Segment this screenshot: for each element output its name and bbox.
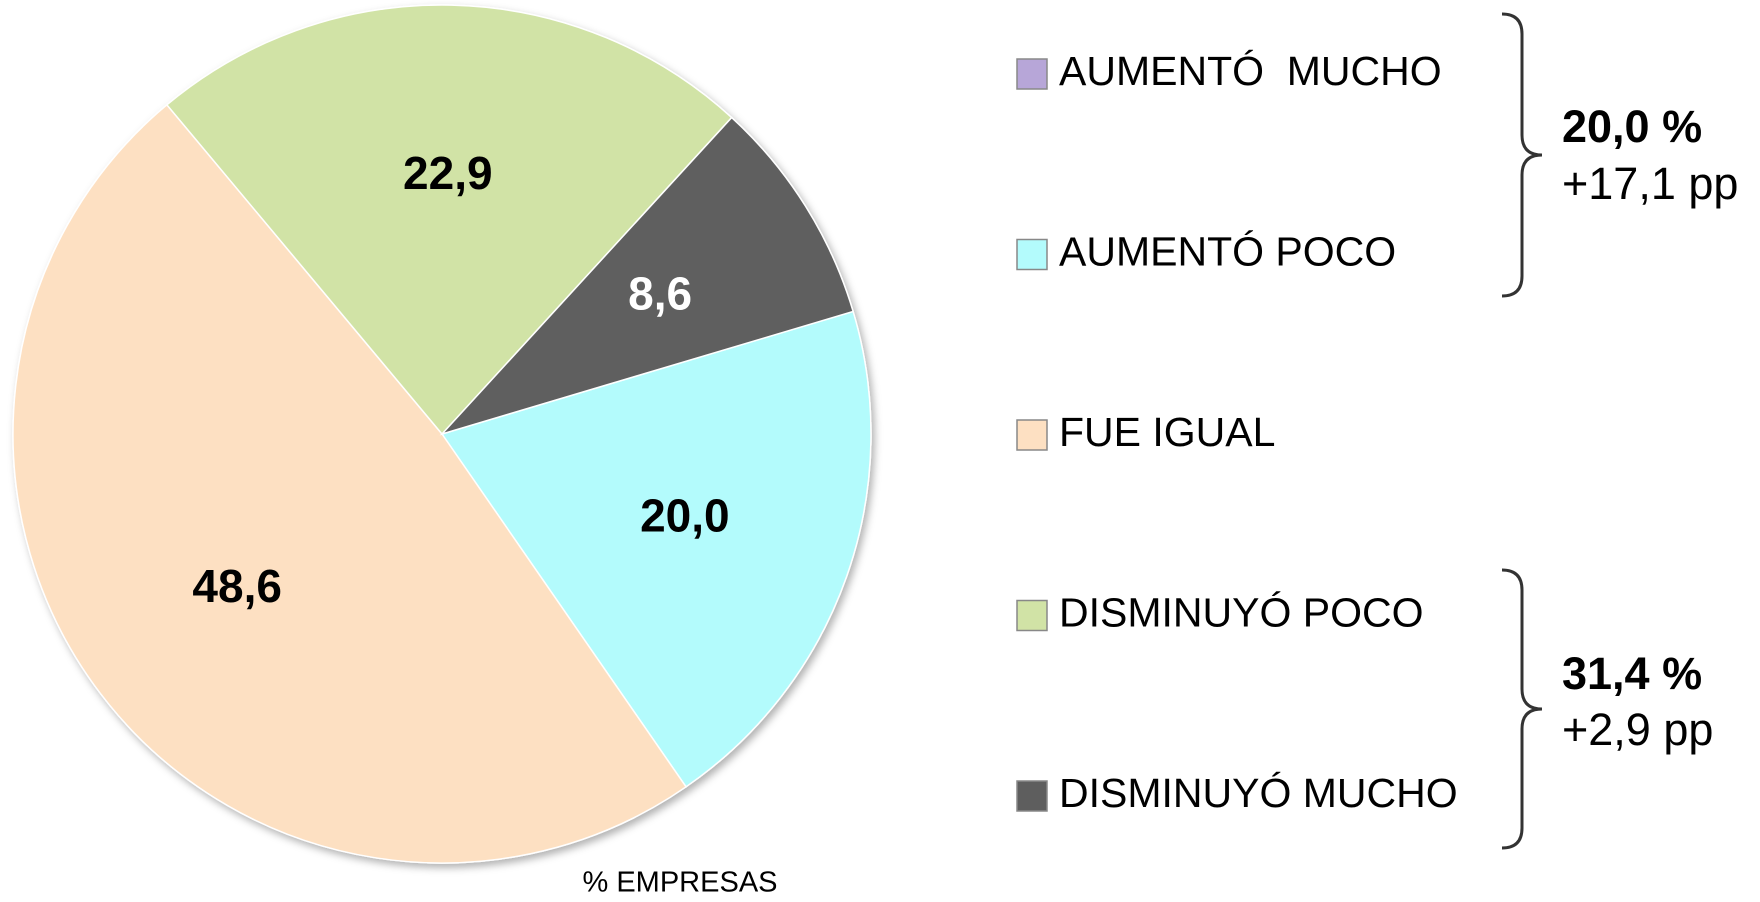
legend-swatch: [1016, 599, 1048, 632]
pie-slice: [165, 4, 733, 436]
legend-swatch: [1016, 58, 1048, 90]
pie-slice: [439, 116, 855, 436]
pie-slice: [12, 103, 688, 864]
x-axis-label: % EMPRESAS: [583, 867, 778, 899]
data-label: 22,9: [403, 147, 493, 199]
pie: [12, 4, 872, 864]
labels: 20,0 48,6 22,9 8,6: [192, 147, 729, 612]
legend-label: DISMINUYÓ POCO: [1059, 589, 1423, 635]
pie-slice: [440, 310, 872, 788]
annotation: +2,9 pp: [1562, 704, 1713, 755]
legend-label: AUMENTÓ MUCHO: [1059, 48, 1442, 94]
bracket: [1501, 12, 1543, 298]
data-label: 20,0: [640, 490, 730, 542]
legend-label: FUE IGUAL: [1059, 409, 1275, 455]
annotation: 31,4 %: [1562, 648, 1702, 699]
legend: AUMENTÓ MUCHO AUMENTÓ POCO FUE IGUAL DISMIN…: [1016, 48, 1458, 816]
legend-swatch: [1016, 238, 1048, 271]
annotation: +17,1 pp: [1562, 158, 1738, 209]
legend-swatch: [1016, 419, 1048, 451]
bracket: [1501, 568, 1543, 850]
data-label: 8,6: [628, 268, 692, 320]
annotation: 20,0 %: [1562, 101, 1702, 152]
legend-label: AUMENTÓ POCO: [1059, 228, 1396, 274]
legend-label: DISMINUYÓ MUCHO: [1059, 770, 1458, 816]
data-label: 48,6: [192, 560, 282, 612]
legend-swatch: [1016, 780, 1048, 812]
